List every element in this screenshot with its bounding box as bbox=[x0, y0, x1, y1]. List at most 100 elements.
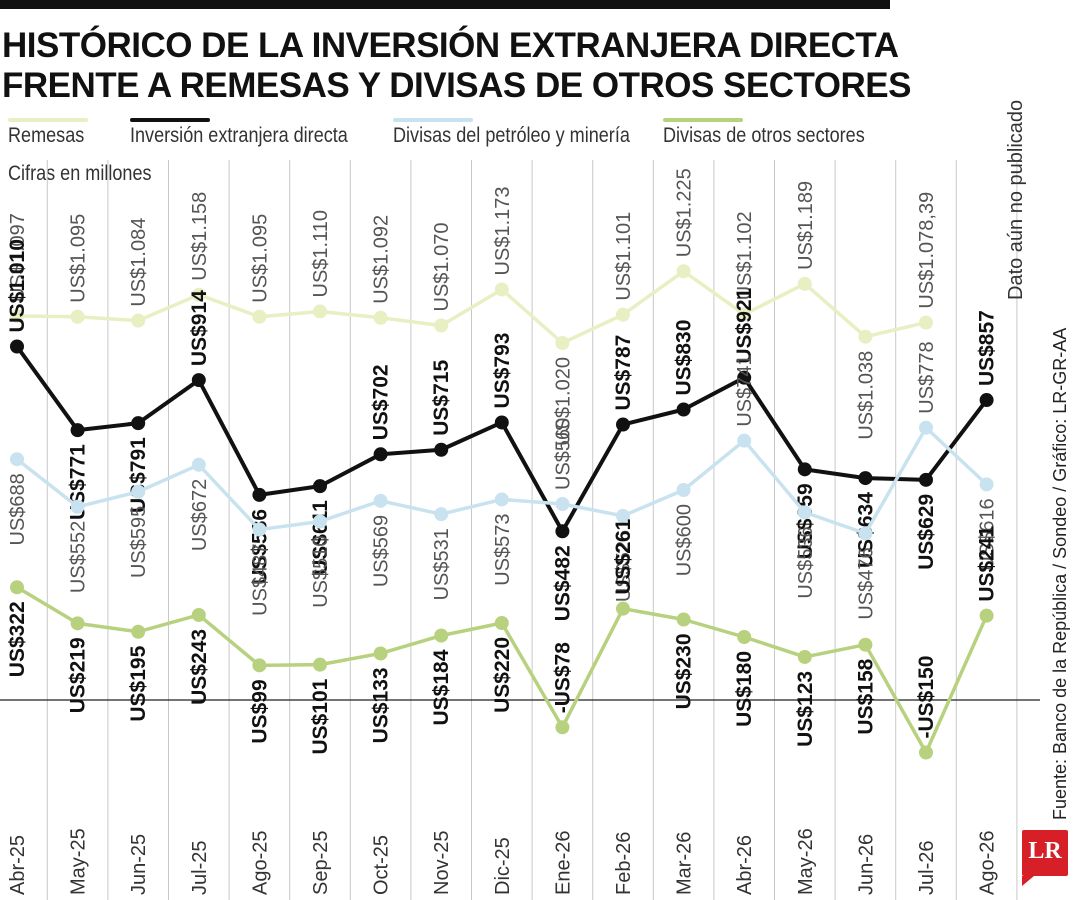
data-label: US$1.097 bbox=[7, 213, 29, 302]
status-note-text: Dato aún no publicado bbox=[1005, 99, 1027, 300]
x-tick-label: Jul-26 bbox=[916, 841, 938, 895]
data-label: US$741 bbox=[734, 354, 756, 426]
data-label: US$629 bbox=[915, 494, 938, 570]
data-point bbox=[737, 307, 752, 322]
lr-logo: LR bbox=[1022, 830, 1068, 886]
data-label: US$702 bbox=[370, 364, 393, 440]
data-point bbox=[313, 304, 327, 319]
data-point bbox=[616, 417, 630, 432]
units-label: Cifras en millones bbox=[8, 162, 152, 185]
data-point bbox=[858, 329, 873, 344]
data-point bbox=[797, 462, 812, 477]
data-point bbox=[313, 479, 327, 494]
data-label: US$158 bbox=[854, 658, 877, 734]
chart-title-line-1: HISTÓRICO DE LA INVERSIÓN EXTRANJERA DIR… bbox=[2, 26, 899, 65]
data-point bbox=[919, 472, 933, 487]
data-label: US$560 bbox=[552, 418, 574, 490]
legend-swatch-otros bbox=[663, 118, 743, 122]
x-tick-label: Jul-25 bbox=[189, 841, 211, 895]
data-label: US$487 bbox=[249, 544, 271, 616]
data-point bbox=[797, 505, 812, 520]
data-point bbox=[676, 402, 691, 417]
data-point bbox=[131, 624, 146, 639]
x-tick-label: Dic-25 bbox=[492, 837, 514, 895]
legend-label-ied: Inversión extranjera directa bbox=[130, 124, 348, 147]
data-label: US$688 bbox=[7, 473, 29, 545]
data-point bbox=[252, 309, 267, 324]
data-point bbox=[737, 370, 752, 385]
data-point bbox=[979, 393, 994, 408]
legend-swatch-ied bbox=[130, 118, 210, 122]
data-label: US$536 bbox=[795, 526, 817, 598]
data-label: US$133 bbox=[370, 667, 393, 743]
data-point bbox=[919, 420, 933, 435]
data-point bbox=[191, 607, 206, 622]
data-label: US$1.078,39 bbox=[916, 192, 938, 309]
data-label: US$616 bbox=[977, 498, 999, 570]
data-label: US$1.189 bbox=[795, 181, 817, 270]
x-tick-label: Sep-25 bbox=[310, 831, 332, 896]
data-point bbox=[494, 282, 509, 297]
data-label: US$219 bbox=[67, 637, 90, 713]
data-point bbox=[10, 309, 24, 324]
data-point bbox=[434, 318, 449, 333]
data-label: US$241 bbox=[976, 525, 999, 601]
data-label: US$1.225 bbox=[674, 168, 696, 257]
data-point bbox=[313, 514, 327, 529]
x-tick-label: Jun-25 bbox=[128, 834, 150, 895]
legend-label-remesas: Remesas bbox=[8, 124, 85, 147]
x-tick-label: May-25 bbox=[68, 828, 90, 895]
data-label: US$1.038 bbox=[855, 351, 877, 440]
data-label: US$715 bbox=[430, 360, 453, 436]
data-point bbox=[676, 264, 691, 279]
data-label: US$1.010 bbox=[6, 239, 29, 332]
data-label: US$531 bbox=[431, 528, 453, 600]
data-point bbox=[494, 492, 509, 507]
data-label: US$1.158 bbox=[189, 192, 211, 281]
data-label: US$1.110 bbox=[310, 210, 332, 297]
data-point bbox=[979, 608, 994, 623]
data-label: US$99 bbox=[248, 679, 271, 743]
data-label: US$322 bbox=[6, 601, 29, 677]
x-tick-label: Abr-26 bbox=[734, 835, 756, 895]
data-label: US$672 bbox=[189, 479, 211, 551]
data-point bbox=[70, 309, 85, 324]
data-label: US$476 bbox=[855, 547, 877, 619]
data-point bbox=[252, 487, 267, 502]
data-point bbox=[131, 484, 146, 499]
data-label: US$1.101 bbox=[613, 212, 635, 301]
data-label: US$184 bbox=[430, 649, 453, 725]
data-point bbox=[616, 601, 630, 616]
data-label: US$595 bbox=[128, 506, 150, 578]
x-tick-label: Mar-26 bbox=[674, 832, 696, 895]
data-label: US$243 bbox=[188, 629, 211, 705]
data-label: US$778 bbox=[916, 341, 938, 413]
data-label: US$600 bbox=[674, 504, 696, 576]
data-label: US$787 bbox=[612, 335, 635, 411]
data-label: US$793 bbox=[491, 333, 514, 409]
data-label: US$552 bbox=[68, 521, 90, 593]
data-label: US$261 bbox=[612, 518, 635, 594]
legend-swatch-remesas bbox=[8, 118, 88, 122]
data-label: -US$150 bbox=[915, 656, 938, 739]
data-label: US$101 bbox=[309, 678, 332, 754]
data-point bbox=[131, 416, 146, 431]
data-point bbox=[70, 499, 85, 514]
legend-swatch-petroleo bbox=[393, 118, 473, 122]
data-point bbox=[494, 415, 509, 430]
series-0: US$1.097 US$1.095 US$1.084 US$1.158 US$1.095… bbox=[7, 168, 938, 446]
lr-logo-text: LR bbox=[1028, 838, 1062, 864]
x-tick-label: Nov-25 bbox=[431, 831, 453, 895]
data-point bbox=[252, 522, 267, 537]
data-point bbox=[373, 447, 388, 462]
data-point bbox=[373, 310, 388, 325]
data-point bbox=[858, 637, 873, 652]
legend-label-petroleo: Divisas del petróleo y minería bbox=[393, 124, 630, 147]
data-point bbox=[676, 483, 691, 497]
data-label: US$1.102 bbox=[734, 211, 756, 300]
x-tick-label: Feb-26 bbox=[613, 832, 635, 895]
data-point bbox=[555, 336, 570, 350]
data-label: US$830 bbox=[673, 320, 696, 396]
data-point bbox=[676, 612, 691, 627]
data-point bbox=[70, 423, 85, 438]
